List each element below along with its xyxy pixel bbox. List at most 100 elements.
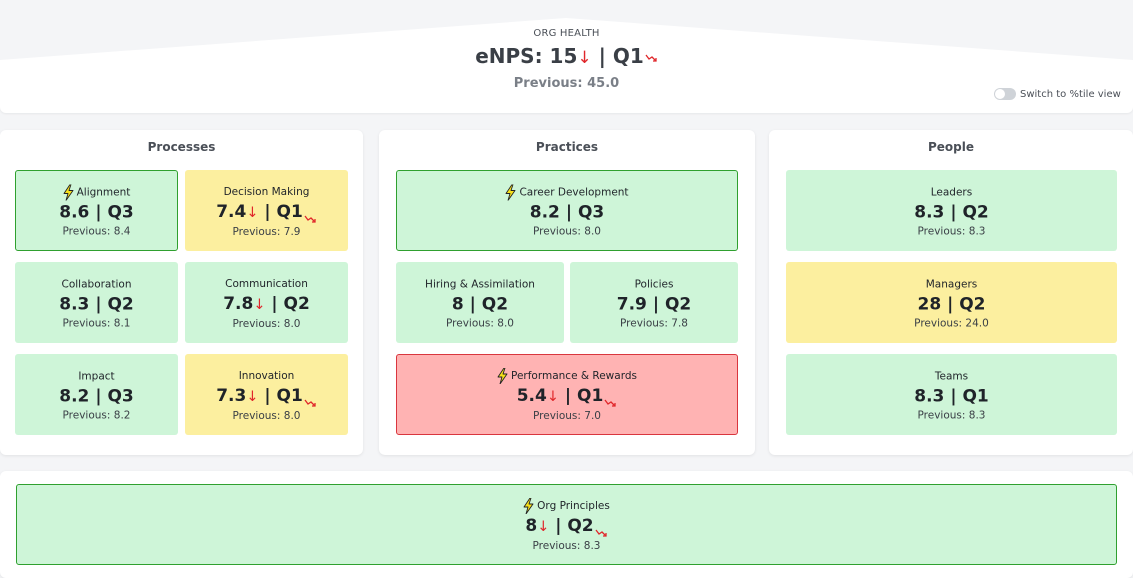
metric-card-communication[interactable]: Communication 7.8↓ | Q2 Previous: 8.0 bbox=[185, 262, 348, 343]
metric-score: 5.4↓ | Q1 bbox=[397, 385, 737, 408]
toggle-label: Switch to %tile view bbox=[1020, 88, 1121, 100]
metric-card-performance-and-rewards[interactable]: Performance & Rewards 5.4↓ | Q1 Previous: … bbox=[396, 354, 738, 435]
metric-card-content: Teams 8.3 | Q1 Previous: 8.3 bbox=[786, 368, 1117, 421]
metric-card-content: Innovation 7.3↓ | Q1 Previous: 8.0 bbox=[185, 368, 348, 422]
metric-previous: Previous: 8.1 bbox=[62, 317, 131, 329]
enps-score: eNPS: 15↓ | Q1 bbox=[0, 44, 1133, 68]
metric-card-content: Alignment 8.6 | Q3 Previous: 8.4 bbox=[16, 183, 177, 237]
lightning-bolt-icon bbox=[523, 497, 534, 514]
metric-quarter: | Q2 bbox=[555, 515, 594, 536]
metric-card-org-principles[interactable]: Org Principles 8↓ | Q2 Previous: 8.3 bbox=[16, 484, 1117, 565]
metric-quarter: | Q3 bbox=[95, 202, 134, 222]
metric-previous: Previous: 7.0 bbox=[533, 409, 601, 422]
metric-previous: Previous: 8.0 bbox=[446, 317, 514, 329]
lightning-bolt-icon bbox=[63, 183, 74, 201]
metric-value: 7.8 bbox=[223, 293, 254, 314]
metric-value: 7.4 bbox=[216, 201, 247, 222]
metric-previous: Previous: 8.0 bbox=[232, 317, 301, 330]
metric-card-alignment[interactable]: Alignment 8.6 | Q3 Previous: 8.4 bbox=[15, 170, 178, 251]
metric-title: Performance & Rewards bbox=[397, 367, 737, 384]
metric-card-content: Communication 7.8↓ | Q2 Previous: 8.0 bbox=[185, 276, 348, 330]
metric-card-career-development[interactable]: Career Development 8.2 | Q3 Previous: 8.0 bbox=[396, 170, 738, 251]
downtrend-icon bbox=[595, 521, 608, 537]
lightning-bolt-icon bbox=[505, 183, 516, 201]
metric-card-decision-making[interactable]: Decision Making 7.4↓ | Q1 Previous: 7.9 bbox=[185, 170, 348, 251]
metric-card-hiring-and-assimilation[interactable]: Hiring & Assimilation 8 | Q2 Previous: 8.0 bbox=[396, 262, 564, 343]
metric-previous: Previous: 8.3 bbox=[917, 409, 986, 421]
metric-card-policies[interactable]: Policies 7.9 | Q2 Previous: 7.8 bbox=[570, 262, 738, 343]
metric-name: Innovation bbox=[238, 369, 295, 382]
metric-card-managers[interactable]: Managers 28 | Q2 Previous: 24.0 bbox=[786, 262, 1117, 343]
metric-value: 7.9 bbox=[616, 294, 647, 314]
metric-name: Alignment bbox=[76, 186, 131, 198]
metric-card-content: Hiring & Assimilation 8 | Q2 Previous: 8.0 bbox=[396, 276, 564, 329]
metric-quarter: | Q2 bbox=[469, 294, 509, 314]
metric-previous: Previous: 7.9 bbox=[232, 225, 301, 238]
metric-quarter: | Q1 bbox=[264, 201, 303, 222]
metric-score: 7.9 | Q2 bbox=[570, 293, 738, 315]
metric-name: Performance & Rewards bbox=[511, 369, 637, 382]
metric-previous: Previous: 8.0 bbox=[232, 409, 301, 422]
metric-name: Collaboration bbox=[61, 278, 132, 290]
metric-score: 7.4↓ | Q1 bbox=[185, 201, 348, 224]
arrow-down-icon: ↓ bbox=[246, 204, 259, 221]
metric-name: Hiring & Assimilation bbox=[425, 278, 535, 290]
metric-card-impact[interactable]: Impact 8.2 | Q3 Previous: 8.2 bbox=[15, 354, 178, 435]
metric-card-teams[interactable]: Teams 8.3 | Q1 Previous: 8.3 bbox=[786, 354, 1117, 435]
processes-title: Processes bbox=[147, 140, 216, 154]
percentile-view-toggle[interactable]: Switch to %tile view bbox=[994, 88, 1121, 100]
metric-card-content: Policies 7.9 | Q2 Previous: 7.8 bbox=[570, 276, 738, 329]
metric-previous: Previous: 8.3 bbox=[532, 539, 601, 552]
lightning-bolt-icon bbox=[497, 367, 508, 384]
toggle-switch-icon[interactable] bbox=[994, 88, 1016, 100]
metric-value: 8.3 bbox=[914, 386, 945, 406]
org-health-header: ORG HEALTH eNPS: 15↓ | Q1 Previous: 45.0… bbox=[0, 0, 1133, 113]
metric-title: Impact bbox=[15, 368, 178, 384]
metric-quarter: | Q1 bbox=[564, 385, 604, 406]
metric-quarter: | Q1 bbox=[950, 386, 989, 406]
metric-title: Collaboration bbox=[15, 276, 178, 292]
metric-card-content: Managers 28 | Q2 Previous: 24.0 bbox=[786, 276, 1117, 329]
arrow-down-icon: ↓ bbox=[246, 388, 259, 405]
metric-value: 7.3 bbox=[216, 385, 247, 406]
practices-title: Practices bbox=[535, 140, 599, 154]
metric-card-content: Collaboration 8.3 | Q2 Previous: 8.1 bbox=[15, 276, 178, 329]
metric-card-collaboration[interactable]: Collaboration 8.3 | Q2 Previous: 8.1 bbox=[15, 262, 178, 343]
metric-title: Leaders bbox=[786, 184, 1117, 200]
metric-score: 8 | Q2 bbox=[396, 293, 564, 315]
metric-previous: Previous: 8.0 bbox=[533, 225, 601, 237]
metric-name: Org Principles bbox=[537, 499, 610, 512]
arrow-down-icon: ↓ bbox=[546, 388, 559, 405]
metric-score: 8.2 | Q3 bbox=[397, 201, 737, 223]
metric-card-content: Career Development 8.2 | Q3 Previous: 8.0 bbox=[397, 183, 737, 237]
metric-quarter: | Q2 bbox=[947, 294, 986, 314]
enps-score-value: eNPS: 15 bbox=[475, 44, 578, 68]
metric-title: Innovation bbox=[185, 368, 348, 384]
enps-quarter: | Q1 bbox=[598, 44, 644, 68]
metric-card-content: Performance & Rewards 5.4↓ | Q1 Previous: … bbox=[397, 367, 737, 422]
metric-quarter: | Q2 bbox=[271, 293, 310, 314]
metric-value: 8.3 bbox=[59, 294, 90, 314]
arrow-down-icon: ↓ bbox=[253, 296, 266, 313]
metric-quarter: | Q2 bbox=[652, 294, 692, 314]
metric-value: 8.3 bbox=[914, 202, 945, 222]
metric-value: 8 bbox=[525, 515, 538, 536]
arrow-down-icon: ↓ bbox=[537, 518, 550, 535]
metric-name: Impact bbox=[78, 370, 115, 382]
metric-value: 8.2 bbox=[529, 202, 560, 222]
metric-name: Leaders bbox=[930, 186, 973, 198]
downtrend-icon bbox=[645, 54, 657, 62]
metric-title: Communication bbox=[185, 276, 348, 292]
metric-card-innovation[interactable]: Innovation 7.3↓ | Q1 Previous: 8.0 bbox=[185, 354, 348, 435]
metric-quarter: | Q3 bbox=[95, 386, 134, 406]
metric-title: Policies bbox=[570, 276, 738, 292]
metric-title: Teams bbox=[786, 368, 1117, 384]
metric-card-leaders[interactable]: Leaders 8.3 | Q2 Previous: 8.3 bbox=[786, 170, 1117, 251]
metric-score: 8.2 | Q3 bbox=[15, 385, 178, 407]
metric-previous: Previous: 24.0 bbox=[914, 317, 989, 329]
metric-title: Alignment bbox=[16, 183, 177, 201]
header-background-shape bbox=[0, 0, 1133, 60]
metric-name: Managers bbox=[925, 278, 978, 290]
downtrend-icon bbox=[304, 391, 317, 407]
metric-name: Decision Making bbox=[223, 185, 310, 198]
